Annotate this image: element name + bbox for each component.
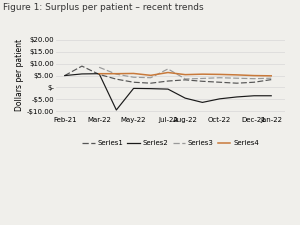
Series1 xyxy=(218,81,221,83)
Series1 xyxy=(183,79,187,81)
Series2 xyxy=(132,87,135,90)
Series3 xyxy=(132,76,135,79)
Series2 xyxy=(235,96,238,98)
Series3 xyxy=(201,77,204,80)
Series4 xyxy=(97,72,101,75)
Series4 xyxy=(183,73,187,76)
Series1 xyxy=(166,80,170,82)
Series1 xyxy=(201,80,204,83)
Series2 xyxy=(149,87,153,90)
Y-axis label: Dollars per patient: Dollars per patient xyxy=(15,39,24,111)
Series1 xyxy=(80,65,84,68)
Series4 xyxy=(252,74,256,77)
Series3 xyxy=(166,68,170,70)
Series1 xyxy=(252,81,256,83)
Series4 xyxy=(132,72,135,75)
Series1 xyxy=(97,73,101,76)
Series2 xyxy=(166,88,170,90)
Series1 xyxy=(269,78,273,81)
Series4 xyxy=(218,73,221,76)
Series2 xyxy=(252,94,256,97)
Line: Series4: Series4 xyxy=(99,72,271,76)
Series2 xyxy=(218,97,221,100)
Series3 xyxy=(115,73,118,76)
Series4 xyxy=(269,74,273,77)
Series2 xyxy=(115,109,118,111)
Series2 xyxy=(269,94,273,97)
Series1 xyxy=(132,81,135,83)
Series3 xyxy=(269,77,273,80)
Series3 xyxy=(149,76,153,79)
Series3 xyxy=(97,66,101,69)
Series3 xyxy=(183,78,187,80)
Series4 xyxy=(235,74,238,76)
Series1 xyxy=(63,74,67,77)
Series4 xyxy=(149,74,153,77)
Series1 xyxy=(115,78,118,81)
Series2 xyxy=(63,74,67,77)
Series4 xyxy=(115,72,118,75)
Line: Series3: Series3 xyxy=(99,67,271,79)
Text: Figure 1: Surplus per patient – recent trends: Figure 1: Surplus per patient – recent t… xyxy=(3,3,204,12)
Series2 xyxy=(97,72,101,75)
Series3 xyxy=(235,77,238,80)
Series4 xyxy=(166,71,170,74)
Legend: Series1, Series2, Series3, Series4: Series1, Series2, Series3, Series4 xyxy=(82,140,259,146)
Series3 xyxy=(218,76,221,79)
Series3 xyxy=(252,77,256,80)
Series2 xyxy=(183,97,187,99)
Line: Series1: Series1 xyxy=(65,66,271,83)
Series2 xyxy=(201,101,204,104)
Series1 xyxy=(149,82,153,85)
Line: Series2: Series2 xyxy=(65,74,271,110)
Series4 xyxy=(201,73,204,76)
Series1 xyxy=(235,82,238,85)
Series2 xyxy=(80,73,84,75)
